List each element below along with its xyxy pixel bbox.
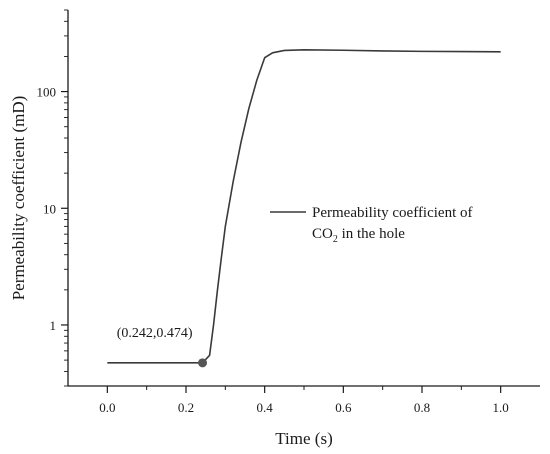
y-tick-label: 10	[43, 201, 56, 216]
legend-co-text: CO	[312, 226, 333, 242]
x-tick-label: 0.8	[414, 400, 430, 415]
x-tick-label: 1.0	[493, 400, 509, 415]
legend-subscript: 2	[333, 234, 338, 245]
x-axis-title: Time (s)	[275, 429, 332, 448]
series-line	[107, 48, 501, 364]
annotation-label: (0.242,0.474)	[117, 326, 193, 341]
y-tick-label: 1	[50, 318, 57, 333]
annotation-point	[198, 358, 208, 368]
x-tick-label: 0.6	[335, 400, 352, 415]
legend-label-line2: CO2 in the hole	[312, 226, 405, 245]
y-axis-title: Permeability coefficient (mD)	[9, 96, 28, 301]
legend-label-line1: Permeability coefficient of	[312, 205, 473, 221]
plot-area: 0.0 0.2 0.4 0.6 0.8 1.0 1 10 100 Time (s) Permeabi…	[9, 9, 540, 448]
legend-suffix-text: in the hole	[338, 226, 405, 242]
x-tick-label: 0.0	[99, 400, 115, 415]
x-tick-label: 0.2	[178, 400, 194, 415]
x-tick-label: 0.4	[257, 400, 274, 415]
y-tick-label: 100	[37, 85, 57, 100]
